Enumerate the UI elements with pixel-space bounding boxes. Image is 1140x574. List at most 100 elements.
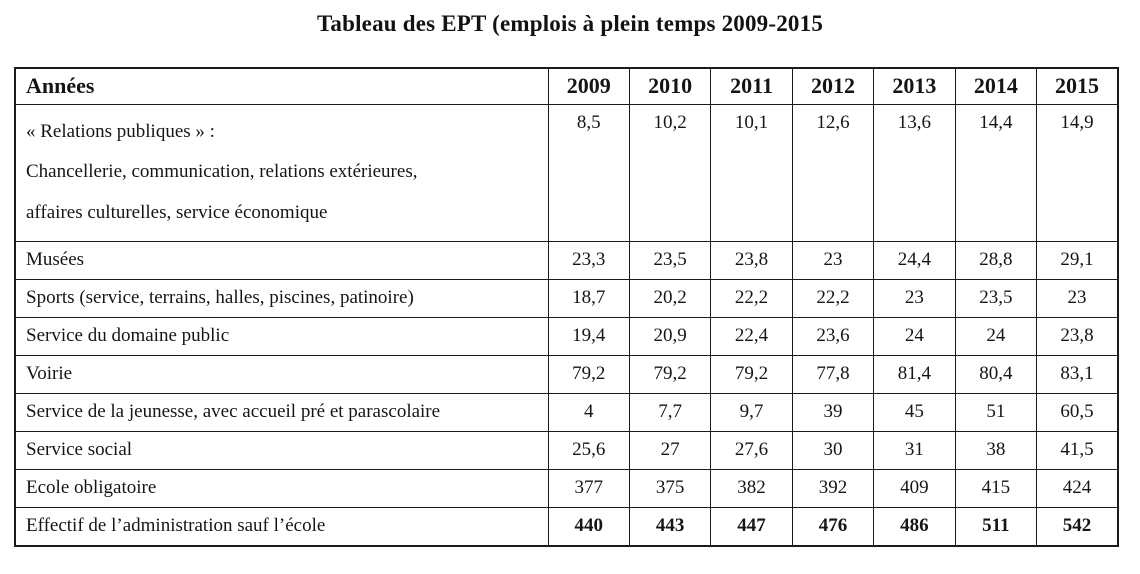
cell-value: 10,1 — [710, 104, 793, 242]
cell-value: 377 — [547, 468, 630, 508]
header-year-2009: 2009 — [547, 67, 630, 105]
table-row: Service social 25,6 27 27,6 30 31 38 41,5 — [14, 430, 1119, 470]
row-label: Service du domaine public — [14, 316, 549, 356]
cell-value: 25,6 — [547, 430, 630, 470]
cell-value: 81,4 — [873, 354, 956, 394]
row-label-line: Sports (service, terrains, halles, pisci… — [26, 286, 414, 308]
cell-value: 83,1 — [1036, 354, 1119, 394]
row-label: Service de la jeunesse, avec accueil pré… — [14, 392, 549, 432]
cell-value: 20,9 — [628, 316, 712, 356]
cell-value: 440 — [547, 506, 630, 547]
cell-value: 79,2 — [710, 354, 793, 394]
row-label-line: affaires culturelles, service économique — [26, 201, 328, 223]
cell-value: 77,8 — [791, 354, 875, 394]
cell-value: 38 — [954, 430, 1038, 470]
cell-value: 31 — [873, 430, 956, 470]
cell-value: 19,4 — [547, 316, 630, 356]
cell-value: 4 — [547, 392, 630, 432]
cell-value: 23,8 — [1036, 316, 1119, 356]
cell-value: 24,4 — [873, 240, 956, 280]
table-row: « Relations publiques » : Chancellerie, c… — [14, 104, 1119, 242]
cell-value: 8,5 — [547, 104, 630, 242]
cell-value: 39 — [791, 392, 875, 432]
cell-value: 511 — [954, 506, 1038, 547]
cell-value: 22,2 — [710, 278, 793, 318]
table-row: Sports (service, terrains, halles, pisci… — [14, 278, 1119, 318]
table-row: Service du domaine public 19,4 20,9 22,4 23,… — [14, 316, 1119, 356]
row-label: Effectif de l’administration sauf l’écol… — [14, 506, 549, 547]
cell-value: 14,9 — [1036, 104, 1119, 242]
row-label-line: Musées — [26, 248, 85, 270]
cell-value: 14,4 — [954, 104, 1038, 242]
cell-value: 23,5 — [628, 240, 712, 280]
row-label: Service social — [14, 430, 549, 470]
cell-value: 51 — [954, 392, 1038, 432]
cell-value: 60,5 — [1036, 392, 1119, 432]
cell-value: 20,2 — [628, 278, 712, 318]
cell-value: 415 — [954, 468, 1038, 508]
row-label: Ecole obligatoire — [14, 468, 549, 508]
cell-value: 30 — [791, 430, 875, 470]
cell-value: 13,6 — [873, 104, 956, 242]
cell-value: 375 — [628, 468, 712, 508]
header-year-2014: 2014 — [954, 67, 1038, 105]
header-year-2015: 2015 — [1036, 67, 1119, 105]
cell-value: 9,7 — [710, 392, 793, 432]
row-label-line: Effectif de l’administration sauf l’écol… — [26, 514, 326, 536]
cell-value: 79,2 — [628, 354, 712, 394]
header-year-2011: 2011 — [710, 67, 793, 105]
table-body: « Relations publiques » : Chancellerie, c… — [14, 104, 1119, 547]
cell-value: 27,6 — [710, 430, 793, 470]
cell-value: 79,2 — [547, 354, 630, 394]
cell-value: 12,6 — [791, 104, 875, 242]
cell-value: 392 — [791, 468, 875, 508]
cell-value: 424 — [1036, 468, 1119, 508]
cell-value: 476 — [791, 506, 875, 547]
header-year-2013: 2013 — [873, 67, 956, 105]
cell-value: 23,6 — [791, 316, 875, 356]
table-row: Effectif de l’administration sauf l’écol… — [14, 506, 1119, 547]
cell-value: 23,8 — [710, 240, 793, 280]
header-row: Années 2009 2010 2011 2012 2013 2014 201… — [14, 67, 1119, 105]
cell-value: 447 — [710, 506, 793, 547]
header-year-2012: 2012 — [791, 67, 875, 105]
table-row: Musées 23,3 23,5 23,8 23 24,4 28,8 29,1 — [14, 240, 1119, 280]
table-row: Service de la jeunesse, avec accueil pré… — [14, 392, 1119, 432]
row-label-line: Chancellerie, communication, relations e… — [26, 161, 418, 183]
cell-value: 29,1 — [1036, 240, 1119, 280]
cell-value: 409 — [873, 468, 956, 508]
cell-value: 80,4 — [954, 354, 1038, 394]
cell-value: 22,4 — [710, 316, 793, 356]
row-label-line: Service du domaine public — [26, 324, 230, 346]
cell-value: 10,2 — [628, 104, 712, 242]
cell-value: 7,7 — [628, 392, 712, 432]
cell-value: 41,5 — [1036, 430, 1119, 470]
row-label-line: Ecole obligatoire — [26, 476, 157, 498]
cell-value: 23 — [1036, 278, 1119, 318]
cell-value: 382 — [710, 468, 793, 508]
cell-value: 23,5 — [954, 278, 1038, 318]
ept-table: Années 2009 2010 2011 2012 2013 2014 201… — [14, 67, 1119, 547]
header-years-label: Années — [14, 67, 549, 105]
cell-value: 22,2 — [791, 278, 875, 318]
cell-value: 45 — [873, 392, 956, 432]
row-label: Sports (service, terrains, halles, pisci… — [14, 278, 549, 318]
cell-value: 443 — [628, 506, 712, 547]
table-row: Ecole obligatoire 377 375 382 392 409 415 424 — [14, 468, 1119, 508]
cell-value: 27 — [628, 430, 712, 470]
cell-value: 542 — [1036, 506, 1119, 547]
row-label-line: Voirie — [26, 362, 73, 384]
cell-value: 24 — [873, 316, 956, 356]
row-label-line: Service de la jeunesse, avec accueil pré… — [26, 400, 441, 422]
cell-value: 18,7 — [547, 278, 630, 318]
row-label: « Relations publiques » : Chancellerie, c… — [14, 104, 549, 242]
header-year-2010: 2010 — [628, 67, 712, 105]
cell-value: 486 — [873, 506, 956, 547]
page-title: Tableau des EPT (emplois à plein temps 2… — [316, 11, 824, 36]
row-label: Musées — [14, 240, 549, 280]
cell-value: 23,3 — [547, 240, 630, 280]
table-row: Voirie 79,2 79,2 79,2 77,8 81,4 80,4 83,1 — [14, 354, 1119, 394]
row-label: Voirie — [14, 354, 549, 394]
cell-value: 23 — [791, 240, 875, 280]
